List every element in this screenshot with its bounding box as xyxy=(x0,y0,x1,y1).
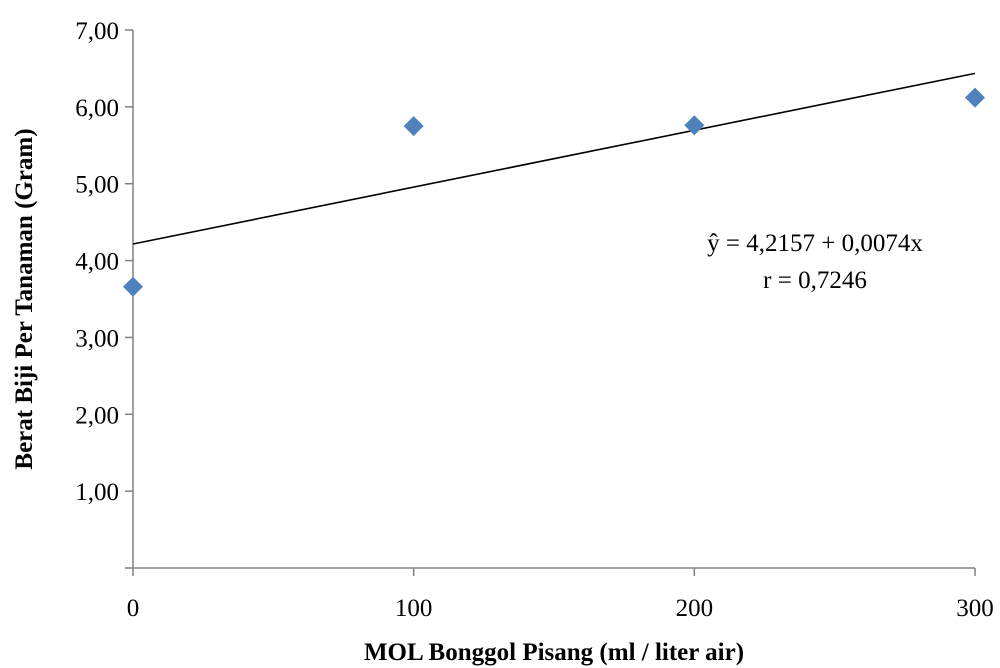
data-point xyxy=(684,115,705,136)
y-tick-label: 4,00 xyxy=(75,249,119,276)
x-axis-ticks: 0 100 200 300 xyxy=(127,568,994,622)
y-tick-label: 2,00 xyxy=(75,402,119,429)
x-tick-label: 0 xyxy=(127,595,140,622)
trend-line xyxy=(132,72,976,245)
y-tick-label: 3,00 xyxy=(75,325,119,352)
plot-area: 1,00 2,00 3,00 4,00 5,00 6,00 7,00 0 100 200 300 xyxy=(75,18,994,622)
x-tick-label: 300 xyxy=(956,595,994,622)
correlation-coefficient: r = 0,7246 xyxy=(763,267,867,294)
data-point xyxy=(965,87,985,108)
x-tick-label: 200 xyxy=(676,595,714,622)
y-tick-label: 5,00 xyxy=(75,172,119,199)
regression-equation: ŷ = 4,2157 + 0,0074x xyxy=(707,230,923,257)
y-axis-ticks: 1,00 2,00 3,00 4,00 5,00 6,00 7,00 xyxy=(75,18,133,569)
x-axis-title: MOL Bonggol Pisang (ml / liter air) xyxy=(364,639,744,666)
x-tick-label: 100 xyxy=(395,595,433,622)
data-point xyxy=(123,276,143,297)
y-axis-title: Berat Biji Per Tanaman (Gram) xyxy=(11,128,38,469)
data-point xyxy=(403,116,424,137)
y-tick-label: 7,00 xyxy=(75,18,119,45)
data-points xyxy=(123,87,985,297)
y-tick-label: 6,00 xyxy=(75,95,119,122)
y-tick-label: 1,00 xyxy=(75,479,119,506)
